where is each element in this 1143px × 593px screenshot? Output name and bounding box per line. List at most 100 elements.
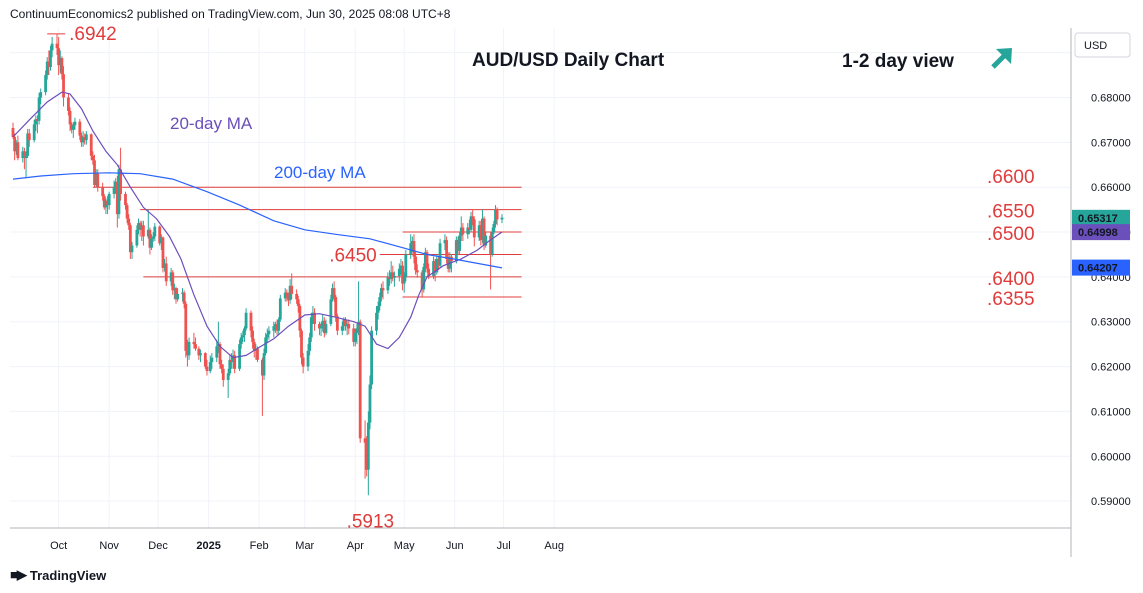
candle — [114, 178, 118, 194]
candle-body — [67, 97, 70, 111]
candle-body — [492, 223, 496, 233]
candle-body — [301, 357, 305, 367]
candle — [274, 321, 277, 333]
footer-brand[interactable]: TradingView — [29, 567, 107, 583]
candle-body — [159, 237, 163, 244]
candle-body — [368, 384, 372, 423]
candle — [181, 288, 184, 302]
chart-title: AUD/USD Daily Chart — [472, 50, 665, 71]
x-tick-label: Oct — [50, 540, 67, 552]
level-label: .6400 — [987, 269, 1035, 290]
y-tick-label: 0.62000 — [1091, 362, 1131, 374]
candle — [208, 355, 212, 374]
candle-body — [174, 288, 178, 300]
candle-body — [454, 240, 458, 262]
candle-body — [391, 272, 395, 278]
candle — [267, 326, 271, 340]
candle-body — [208, 362, 212, 372]
candle-body — [112, 187, 116, 194]
candle-body — [423, 252, 427, 268]
candle — [215, 339, 219, 363]
candle-body — [296, 299, 300, 307]
candle-body — [340, 326, 344, 331]
candle — [415, 264, 419, 278]
publisher-header: ContinuumEconomics2 published on Trading… — [10, 7, 451, 21]
candle — [466, 223, 470, 239]
candle — [16, 135, 20, 161]
candle-body — [308, 337, 312, 351]
candle — [94, 169, 98, 188]
candle — [381, 281, 385, 300]
candle-body — [172, 288, 176, 291]
candle — [68, 107, 72, 132]
candle-body — [319, 326, 323, 329]
x-tick-label: Jun — [446, 540, 464, 552]
candle-body — [176, 293, 180, 300]
candle — [150, 234, 153, 250]
candle — [221, 364, 225, 387]
candle-body — [469, 216, 473, 230]
candle-body — [58, 58, 62, 66]
candle — [309, 312, 313, 342]
candle-body — [187, 341, 191, 356]
candle-body — [472, 219, 476, 238]
candle-body — [161, 237, 165, 268]
candle — [39, 88, 43, 105]
candle-body — [375, 312, 378, 331]
candle-body — [153, 226, 157, 237]
candle — [265, 328, 269, 342]
candle-body — [477, 225, 481, 238]
candle-body — [388, 276, 391, 280]
candle — [438, 238, 442, 268]
candle — [420, 270, 424, 298]
candle — [435, 254, 439, 275]
candle-body — [347, 323, 351, 329]
candle — [295, 289, 299, 304]
tradingview-logo-icon: ■▶ — [10, 567, 27, 582]
candle-body — [489, 235, 492, 255]
level-lines — [47, 33, 522, 298]
candle-body — [142, 225, 145, 237]
candle-body — [378, 297, 382, 307]
level-label: .6550 — [987, 202, 1035, 223]
candle-body — [106, 200, 109, 206]
candle — [492, 220, 496, 235]
candle-body — [151, 236, 155, 239]
candle-body — [197, 348, 201, 356]
candle — [353, 328, 357, 347]
candle-body — [461, 227, 465, 235]
candle — [58, 50, 62, 73]
candle-body — [241, 335, 245, 338]
candle — [468, 219, 471, 235]
candle — [278, 294, 282, 322]
candle-body — [50, 43, 54, 51]
candle — [471, 209, 475, 226]
candle-body — [91, 155, 95, 161]
candle-body — [244, 312, 248, 329]
candle-body — [288, 285, 292, 301]
candle — [366, 411, 370, 496]
ma20-label: 20-day MA — [170, 114, 253, 133]
candle — [432, 256, 435, 280]
candle — [355, 323, 359, 345]
candle-body — [344, 319, 347, 327]
candle — [27, 128, 31, 147]
candle — [285, 289, 289, 302]
candle-body — [228, 359, 232, 374]
candle-body — [114, 181, 118, 188]
candles — [11, 33, 504, 496]
candle — [422, 263, 426, 293]
level-label: .6600 — [987, 167, 1035, 188]
candle — [391, 265, 395, 282]
candle — [176, 288, 180, 302]
candle — [239, 332, 243, 349]
candle — [290, 273, 294, 300]
currency-box[interactable] — [1074, 32, 1131, 58]
candle — [62, 66, 65, 107]
candle-body — [468, 227, 471, 230]
candle-body — [287, 297, 290, 301]
candle-body — [393, 275, 396, 278]
candle-body — [427, 268, 431, 276]
candle-body — [81, 136, 85, 143]
